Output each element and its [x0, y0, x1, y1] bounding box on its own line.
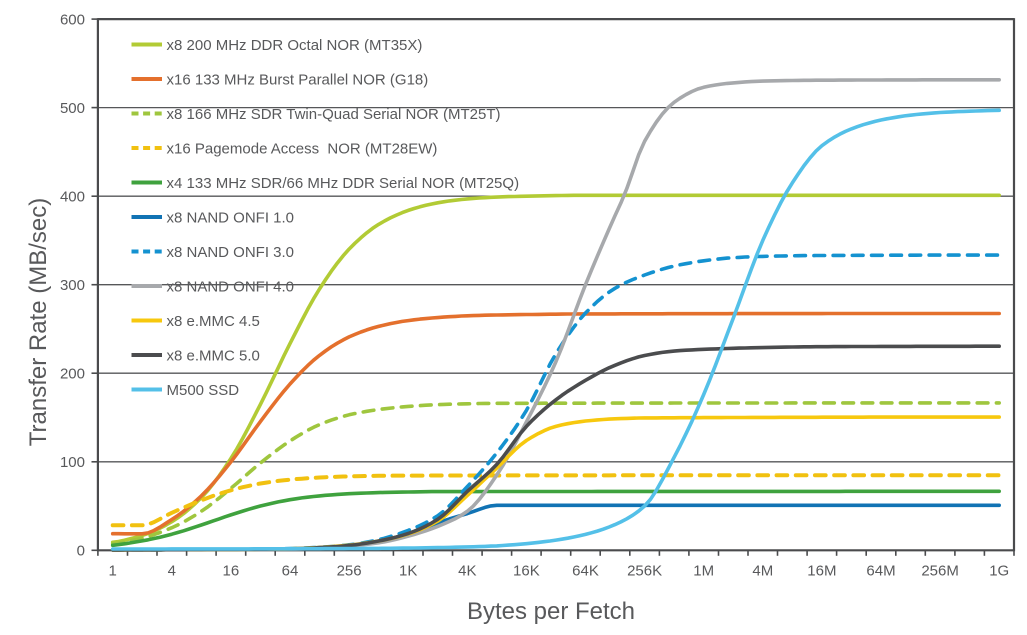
svg-text:x8 NAND ONFI 4.0: x8 NAND ONFI 4.0 [167, 278, 295, 295]
svg-text:100: 100 [60, 454, 85, 471]
svg-text:500: 500 [60, 100, 85, 117]
svg-text:x4 133 MHz SDR/66 MHz DDR Seri: x4 133 MHz SDR/66 MHz DDR Serial NOR (MT… [167, 175, 520, 192]
svg-text:400: 400 [60, 188, 85, 205]
svg-text:x16 Pagemode Access NOR (MT28: x16 Pagemode Access NOR (MT28EW) [167, 140, 438, 157]
svg-text:256M: 256M [921, 563, 959, 580]
svg-text:0: 0 [77, 543, 85, 560]
svg-text:x8 e.MMC 5.0: x8 e.MMC 5.0 [167, 347, 260, 364]
svg-text:Transfer Rate (MB/sec): Transfer Rate (MB/sec) [25, 198, 52, 447]
svg-text:4M: 4M [752, 563, 773, 580]
svg-text:x8 166 MHz SDR Twin-Quad Seria: x8 166 MHz SDR Twin-Quad Serial NOR (MT2… [167, 106, 501, 123]
svg-text:64: 64 [282, 563, 299, 580]
svg-text:1: 1 [109, 563, 117, 580]
svg-text:64M: 64M [866, 563, 895, 580]
svg-text:x8 NAND ONFI 3.0: x8 NAND ONFI 3.0 [167, 244, 295, 261]
svg-text:600: 600 [60, 11, 85, 28]
svg-text:16: 16 [223, 563, 240, 580]
svg-text:M500 SSD: M500 SSD [167, 382, 240, 399]
svg-text:256K: 256K [627, 563, 662, 580]
svg-text:x8 e.MMC 4.5: x8 e.MMC 4.5 [167, 313, 260, 330]
svg-text:4K: 4K [458, 563, 476, 580]
svg-text:1G: 1G [989, 563, 1009, 580]
svg-text:Bytes per Fetch: Bytes per Fetch [467, 598, 635, 625]
svg-text:x16 133 MHz Burst Parallel NOR: x16 133 MHz Burst Parallel NOR (G18) [167, 71, 429, 88]
svg-text:x8 200 MHz DDR Octal NOR (MT35: x8 200 MHz DDR Octal NOR (MT35X) [167, 37, 423, 54]
svg-text:16M: 16M [807, 563, 836, 580]
svg-text:256: 256 [337, 563, 362, 580]
svg-text:300: 300 [60, 277, 85, 294]
svg-text:200: 200 [60, 365, 85, 382]
svg-text:16K: 16K [513, 563, 540, 580]
svg-text:1M: 1M [693, 563, 714, 580]
svg-text:1K: 1K [399, 563, 417, 580]
svg-text:x8 NAND ONFI 1.0: x8 NAND ONFI 1.0 [167, 209, 295, 226]
svg-text:64K: 64K [572, 563, 599, 580]
svg-text:4: 4 [168, 563, 176, 580]
